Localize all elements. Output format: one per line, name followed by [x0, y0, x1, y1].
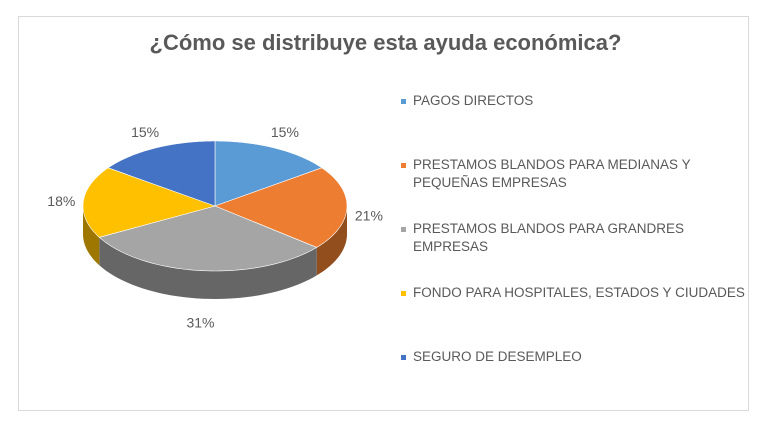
legend-item-1: PAGOS DIRECTOS: [401, 92, 746, 110]
legend-label: PRESTAMOS BLANDOS PARA GRANDRES EMPRESAS: [413, 221, 685, 254]
legend-swatch: [401, 227, 406, 232]
legend-swatch: [401, 163, 406, 168]
pie-slice-4: [82, 167, 217, 238]
data-label-2: 21%: [355, 208, 383, 224]
legend-item-4: FONDO PARA HOSPITALES, ESTADOS Y CIUDADE…: [401, 284, 746, 302]
legend-label: FONDO PARA HOSPITALES, ESTADOS Y CIUDADE…: [413, 285, 745, 300]
legend-item-5: SEGURO DE DESEMPLEO: [401, 348, 746, 366]
legend-swatch: [401, 99, 406, 104]
pie-slice-2: [214, 167, 348, 248]
legend-item-2: PRESTAMOS BLANDOS PARA MEDIANAS Y PEQUEÑ…: [401, 156, 746, 192]
chart-title: ¿Cómo se distribuye esta ayuda económica…: [149, 30, 622, 55]
pie-slice-5: [107, 140, 216, 207]
legend-item-3: PRESTAMOS BLANDOS PARA GRANDRES EMPRESAS: [401, 220, 746, 256]
data-label-3: 31%: [186, 315, 214, 331]
data-label-1: 15%: [271, 124, 299, 140]
pie-slice-1: [214, 140, 323, 207]
legend-label: PAGOS DIRECTOS: [413, 93, 534, 108]
pie-slice-side-3: [99, 237, 317, 299]
legend-label: PRESTAMOS BLANDOS PARA MEDIANAS Y PEQUEÑ…: [413, 157, 691, 190]
pie-slice-side-2: [316, 206, 347, 276]
data-label-5: 15%: [131, 124, 159, 140]
legend-swatch: [401, 291, 406, 296]
pie-slice-3: [98, 205, 318, 272]
pie-slice-side-4: [83, 206, 100, 266]
data-label-4: 18%: [47, 193, 75, 209]
legend-label: SEGURO DE DESEMPLEO: [413, 349, 582, 364]
legend-swatch: [401, 355, 406, 360]
